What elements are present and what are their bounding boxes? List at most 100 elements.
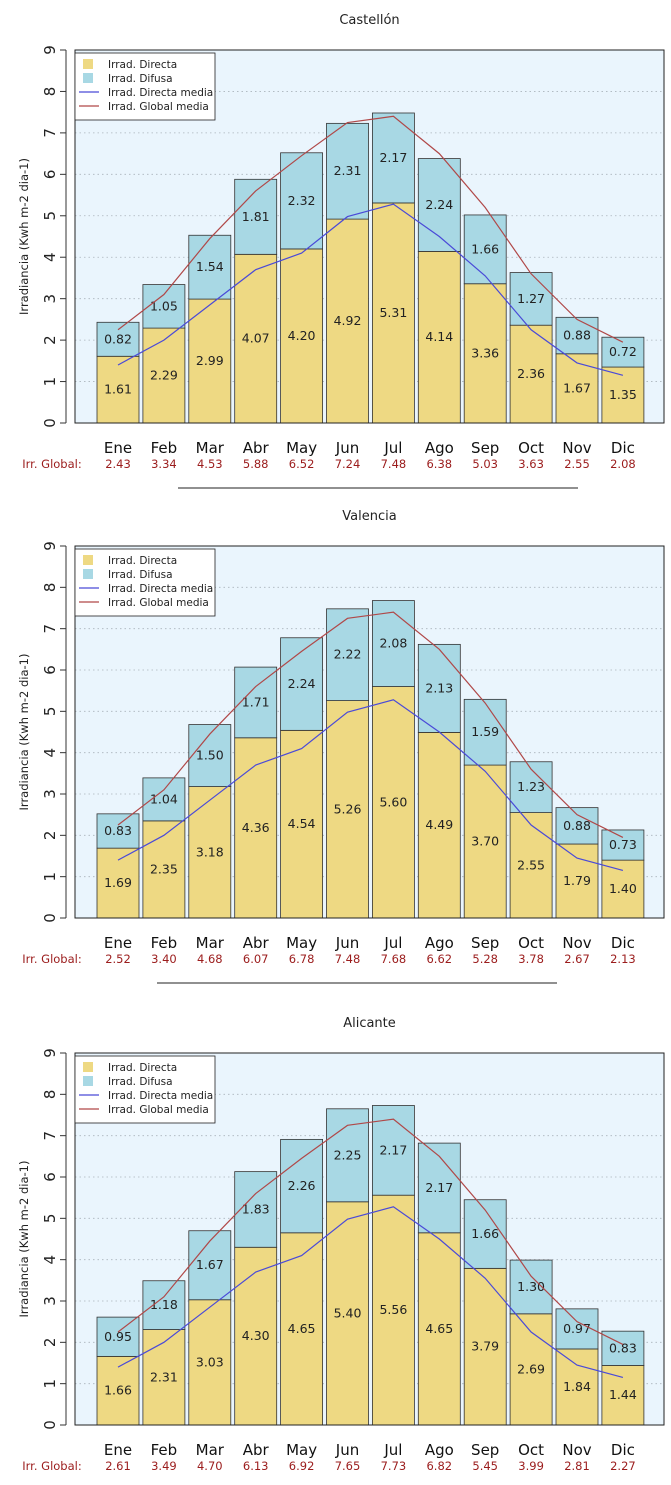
x-tick-label: Jul <box>383 1441 402 1459</box>
y-tick-label: 9 <box>41 1048 59 1058</box>
y-tick-label: 2 <box>41 831 59 841</box>
plot-border <box>74 545 665 919</box>
x-tick-label: Ago <box>425 934 454 952</box>
x-tick-label: Oct <box>518 439 544 457</box>
legend-label-directa_media: Irrad. Directa media <box>108 87 213 99</box>
bar-difusa <box>417 1142 461 1234</box>
bar-difusa <box>188 1230 232 1301</box>
y-axis-label: Irradiancia (Kwh m-2 dia-1) <box>17 654 31 811</box>
bar-directa-label: 4.65 <box>425 1321 453 1336</box>
irr-global-value: 6.52 <box>289 457 315 471</box>
plot-border <box>74 1052 665 1426</box>
chart-title: Castellón <box>339 13 399 28</box>
bar-directa <box>463 764 507 919</box>
irr-global-value: 2.52 <box>105 952 131 966</box>
y-tick-label: 3 <box>41 1296 59 1306</box>
x-tick-label: Oct <box>518 1441 544 1459</box>
bar-difusa-label: 1.81 <box>242 209 270 224</box>
bar-difusa <box>188 234 232 300</box>
chart-1: Valencia 0 1 2 3 4 5 6 7 8 9 Irradiancia (Kwh m-2 d… <box>17 509 665 984</box>
x-tick-label: Ago <box>425 439 454 457</box>
y-tick-label: 7 <box>41 624 59 634</box>
bar-directa-label: 5.40 <box>334 1305 362 1320</box>
bar-difusa-label: 2.25 <box>334 1147 362 1162</box>
bar-difusa-label: 1.54 <box>196 259 224 274</box>
y-tick-label: 6 <box>41 1172 59 1182</box>
irr-global-value: 2.27 <box>610 1459 636 1473</box>
irr-global-value: 3.78 <box>518 952 544 966</box>
irr-global-value: 4.53 <box>197 457 223 471</box>
bar-directa-label: 1.66 <box>104 1383 132 1398</box>
legend-label-directa_media: Irrad. Directa media <box>108 1090 213 1102</box>
bar-directa-label: 1.61 <box>104 382 132 397</box>
bar-directa-label: 5.60 <box>379 794 407 809</box>
x-tick-label: May <box>286 934 317 952</box>
irr-global-value: 2.61 <box>105 1459 131 1473</box>
bar-difusa <box>280 1138 324 1234</box>
bar-difusa <box>96 813 140 849</box>
bar-difusa-label: 0.88 <box>563 328 591 343</box>
bar-difusa-label: 1.04 <box>150 791 178 806</box>
irr-global-label: Irr. Global: <box>22 952 81 966</box>
y-tick-label: 2 <box>41 1338 59 1348</box>
chart-title: Alicante <box>343 1016 396 1031</box>
legend-swatch-difusa <box>83 569 93 579</box>
x-tick-label: Feb <box>151 1441 178 1459</box>
bar-difusa <box>96 1316 140 1357</box>
y-tick-label: 5 <box>41 707 59 717</box>
bar-directa-label: 4.92 <box>334 313 362 328</box>
line-global-media <box>117 611 624 838</box>
bar-difusa <box>280 152 324 250</box>
x-tick-label: Sep <box>471 439 499 457</box>
bar-directa-label: 4.20 <box>288 328 316 343</box>
irr-global-value: 7.48 <box>335 952 361 966</box>
y-tick-label: 4 <box>41 252 59 262</box>
bar-difusa <box>555 807 599 845</box>
irr-global-value: 6.92 <box>289 1459 315 1473</box>
bar-directa-label: 4.49 <box>425 817 453 832</box>
bar-directa-label: 1.84 <box>563 1379 591 1394</box>
x-tick-label: Jun <box>335 439 359 457</box>
bar-difusa-label: 2.31 <box>334 163 362 178</box>
irr-global-value: 3.63 <box>518 457 544 471</box>
bar-difusa <box>509 1259 553 1315</box>
x-tick-label: Dic <box>611 934 635 952</box>
irr-global-label: Irr. Global: <box>22 1459 81 1473</box>
y-tick-label: 5 <box>41 1214 59 1224</box>
x-tick-label: Abr <box>243 1441 270 1459</box>
irr-global-value: 7.48 <box>381 457 407 471</box>
irr-global-value: 5.88 <box>243 457 269 471</box>
bar-difusa-label: 1.71 <box>242 694 270 709</box>
irr-global-value: 2.08 <box>610 457 636 471</box>
irr-global-value: 2.67 <box>564 952 590 966</box>
chart-0: Castellón 0 1 2 3 4 5 6 7 8 9 Irradiancia (Kwh m-2 … <box>17 13 665 489</box>
x-tick-label: Mar <box>196 934 225 952</box>
y-tick-label: 0 <box>41 913 59 923</box>
bar-directa-label: 2.31 <box>150 1369 178 1384</box>
legend-label-directa: Irrad. Directa <box>108 1062 177 1074</box>
irr-global-value: 5.28 <box>472 952 498 966</box>
bar-directa <box>234 737 278 919</box>
bar-directa-label: 5.31 <box>379 305 407 320</box>
bar-directa <box>96 355 140 424</box>
x-tick-label: Dic <box>611 439 635 457</box>
bar-difusa-label: 2.08 <box>379 636 407 651</box>
legend-label-directa: Irrad. Directa <box>108 59 177 71</box>
irr-global-value: 3.99 <box>518 1459 544 1473</box>
bar-difusa-label: 2.22 <box>334 647 362 662</box>
y-tick-label: 7 <box>41 1131 59 1141</box>
bar-difusa-label: 1.27 <box>517 291 545 306</box>
bar-directa-label: 2.35 <box>150 861 178 876</box>
x-tick-label: Nov <box>562 934 591 952</box>
bar-directa-label: 1.35 <box>609 387 637 402</box>
bar-directa-label: 1.67 <box>563 380 591 395</box>
bar-directa <box>463 283 507 424</box>
bar-directa-label: 2.55 <box>517 857 545 872</box>
plot-border <box>74 49 665 424</box>
bar-difusa <box>326 608 369 701</box>
irr-global-label: Irr. Global: <box>22 457 81 471</box>
bar-directa <box>142 327 186 424</box>
legend-label-difusa: Irrad. Difusa <box>108 569 173 581</box>
bar-difusa <box>142 777 186 822</box>
